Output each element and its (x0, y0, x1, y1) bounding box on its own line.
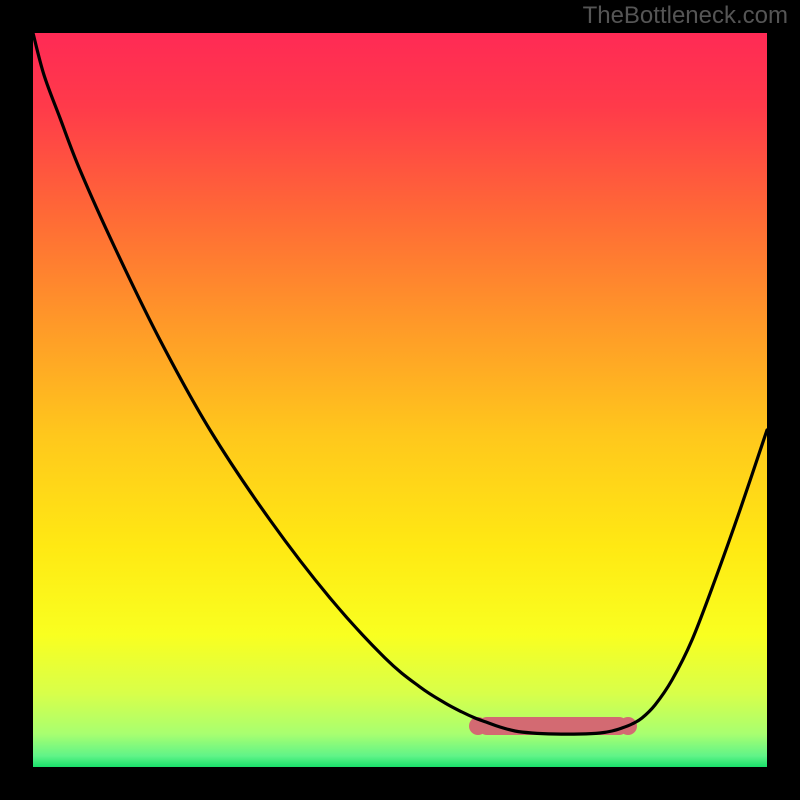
plot-background (33, 33, 767, 767)
watermark-text: TheBottleneck.com (583, 2, 788, 30)
chart-svg (0, 0, 800, 800)
stage: TheBottleneck.com (0, 0, 800, 800)
